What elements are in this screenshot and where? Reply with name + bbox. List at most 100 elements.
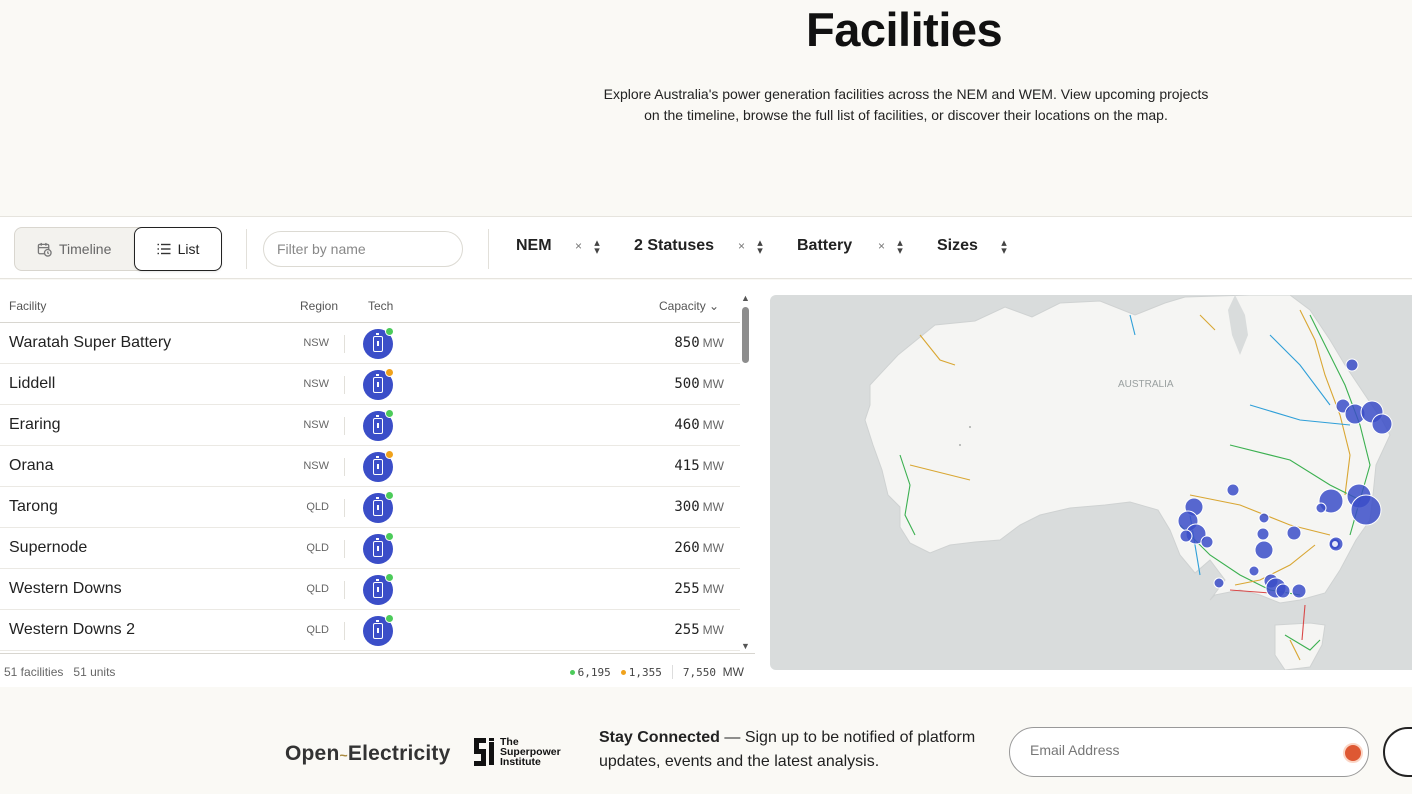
battery-icon	[363, 409, 394, 441]
summary-counts: 51 facilities 51 units	[4, 665, 116, 679]
region-code: NSW	[303, 337, 329, 349]
map-marker	[1200, 535, 1214, 549]
battery-icon	[363, 614, 394, 646]
map-marker	[1254, 540, 1274, 560]
table-summary: 51 facilities 51 units 6,195 1,355 7,550…	[0, 653, 755, 687]
clear-technology-filter-icon[interactable]: ×	[878, 239, 886, 253]
page-title: Facilities	[806, 3, 1003, 56]
status-dot	[385, 491, 394, 500]
table-row[interactable]: Western Downs QLD 255 MW	[0, 569, 740, 610]
col-tech[interactable]: Tech	[368, 299, 394, 313]
technology-filter[interactable]: Battery	[797, 237, 853, 254]
map-marker	[1258, 512, 1270, 524]
scrollbar-thumb[interactable]	[742, 307, 749, 363]
status-filter[interactable]: 2 Statuses	[634, 237, 715, 254]
status-dot	[385, 532, 394, 541]
australia-landmass	[864, 295, 1391, 604]
timeline-label: Timeline	[59, 241, 112, 257]
map-panel: AUSTRALIA	[755, 280, 1412, 687]
calendar-clock-icon	[37, 242, 52, 257]
divider	[344, 376, 345, 394]
col-capacity[interactable]: Capacity ⌄	[659, 299, 720, 313]
site-footer: Open~Electricity The Superpower Institut…	[0, 687, 1412, 794]
superpower-institute-logo[interactable]: The Superpower Institute	[474, 737, 561, 767]
table-scrollbar[interactable]: ▲ ▼	[740, 293, 752, 651]
superpower-institute-wordmark: The Superpower Institute	[500, 736, 561, 768]
tasmania	[1274, 622, 1326, 670]
subscribe-button[interactable]	[1383, 727, 1412, 777]
facility-name: Orana	[9, 457, 54, 474]
battery-icon	[363, 573, 394, 605]
facility-name: Waratah Super Battery	[9, 334, 172, 351]
facility-name: Western Downs	[9, 580, 122, 597]
region-code: NSW	[303, 378, 329, 390]
table-row[interactable]: Supernode QLD 260 MW	[0, 528, 740, 569]
map-marker	[1371, 413, 1393, 435]
map-marker	[1330, 539, 1340, 549]
map-marker	[1248, 565, 1260, 577]
divider	[344, 622, 345, 640]
divider	[344, 335, 345, 353]
size-filter[interactable]: Sizes	[937, 237, 978, 254]
table-row[interactable]: Tarong QLD 300 MW	[0, 487, 740, 528]
battery-icon	[363, 491, 394, 523]
page-header: Facilities Explore Australia's power gen…	[0, 0, 1412, 216]
timeline-view-button[interactable]: Timeline	[37, 228, 111, 270]
battery-icon	[363, 450, 394, 482]
capacity-value: 460 MW	[674, 417, 724, 433]
operating-capacity: 6,195	[569, 666, 611, 679]
table-row[interactable]: Waratah Super Battery NSW 850 MW	[0, 323, 740, 364]
summary-capacity: 6,195 1,355 7,550 MW	[569, 665, 744, 679]
status-dot	[385, 368, 394, 377]
duckduckgo-icon[interactable]	[1343, 743, 1363, 763]
region-code: QLD	[306, 583, 329, 595]
scroll-up-icon[interactable]: ▲	[741, 293, 750, 303]
map-country-label: AUSTRALIA	[1118, 379, 1174, 390]
list-label: List	[177, 241, 200, 257]
col-facility[interactable]: Facility	[9, 299, 47, 313]
committed-capacity: 1,355	[620, 666, 662, 679]
table-row[interactable]: Liddell NSW 500 MW	[0, 364, 740, 405]
table-row[interactable]: Western Downs 2 QLD 255 MW	[0, 610, 740, 651]
facility-name: Western Downs 2	[9, 621, 135, 638]
email-field[interactable]	[1030, 742, 1330, 758]
capacity-value: 500 MW	[674, 376, 724, 392]
divider	[344, 417, 345, 435]
table-row[interactable]: Eraring NSW 460 MW	[0, 405, 740, 446]
table-row[interactable]: Orana NSW 415 MW	[0, 446, 740, 487]
scroll-down-icon[interactable]: ▼	[741, 641, 750, 651]
filter-toolbar: Timeline List NEM × ▴▾ 2 Statuses × ▴▾ B…	[0, 216, 1412, 279]
map-marker	[1315, 502, 1327, 514]
status-dot	[385, 327, 394, 336]
divider	[246, 229, 247, 269]
facility-name: Tarong	[9, 498, 58, 515]
region-filter[interactable]: NEM	[516, 237, 552, 254]
australia-map[interactable]: AUSTRALIA	[770, 295, 1412, 670]
region-code: QLD	[306, 501, 329, 513]
map-marker	[1286, 525, 1302, 541]
sort-updown-icon[interactable]: ▴ ▾	[594, 237, 600, 257]
open-electricity-logo[interactable]: Open~Electricity	[285, 742, 451, 765]
facilities-map[interactable]: AUSTRALIA	[770, 295, 1412, 670]
map-marker	[1256, 527, 1270, 541]
email-field-wrapper	[1009, 727, 1369, 777]
map-marker	[1345, 358, 1359, 372]
sort-updown-icon[interactable]: ▴ ▾	[1001, 237, 1007, 257]
capacity-value: 260 MW	[674, 540, 724, 556]
clear-status-filter-icon[interactable]: ×	[738, 239, 746, 253]
list-view-button[interactable]: List	[134, 227, 222, 271]
facility-markers[interactable]	[1177, 358, 1393, 599]
region-code: QLD	[306, 624, 329, 636]
status-dot	[385, 573, 394, 582]
clear-region-filter-icon[interactable]: ×	[575, 239, 583, 253]
map-marker	[1275, 583, 1291, 599]
table-header: Facility Region Tech Capacity ⌄	[0, 297, 740, 323]
filter-by-name-input[interactable]	[263, 231, 463, 267]
sort-updown-icon[interactable]: ▴ ▾	[897, 237, 903, 257]
list-icon	[157, 243, 171, 255]
battery-icon	[363, 368, 394, 400]
capacity-value: 415 MW	[674, 458, 724, 474]
col-region[interactable]: Region	[300, 299, 339, 313]
region-code: NSW	[303, 460, 329, 472]
sort-updown-icon[interactable]: ▴ ▾	[757, 237, 763, 257]
